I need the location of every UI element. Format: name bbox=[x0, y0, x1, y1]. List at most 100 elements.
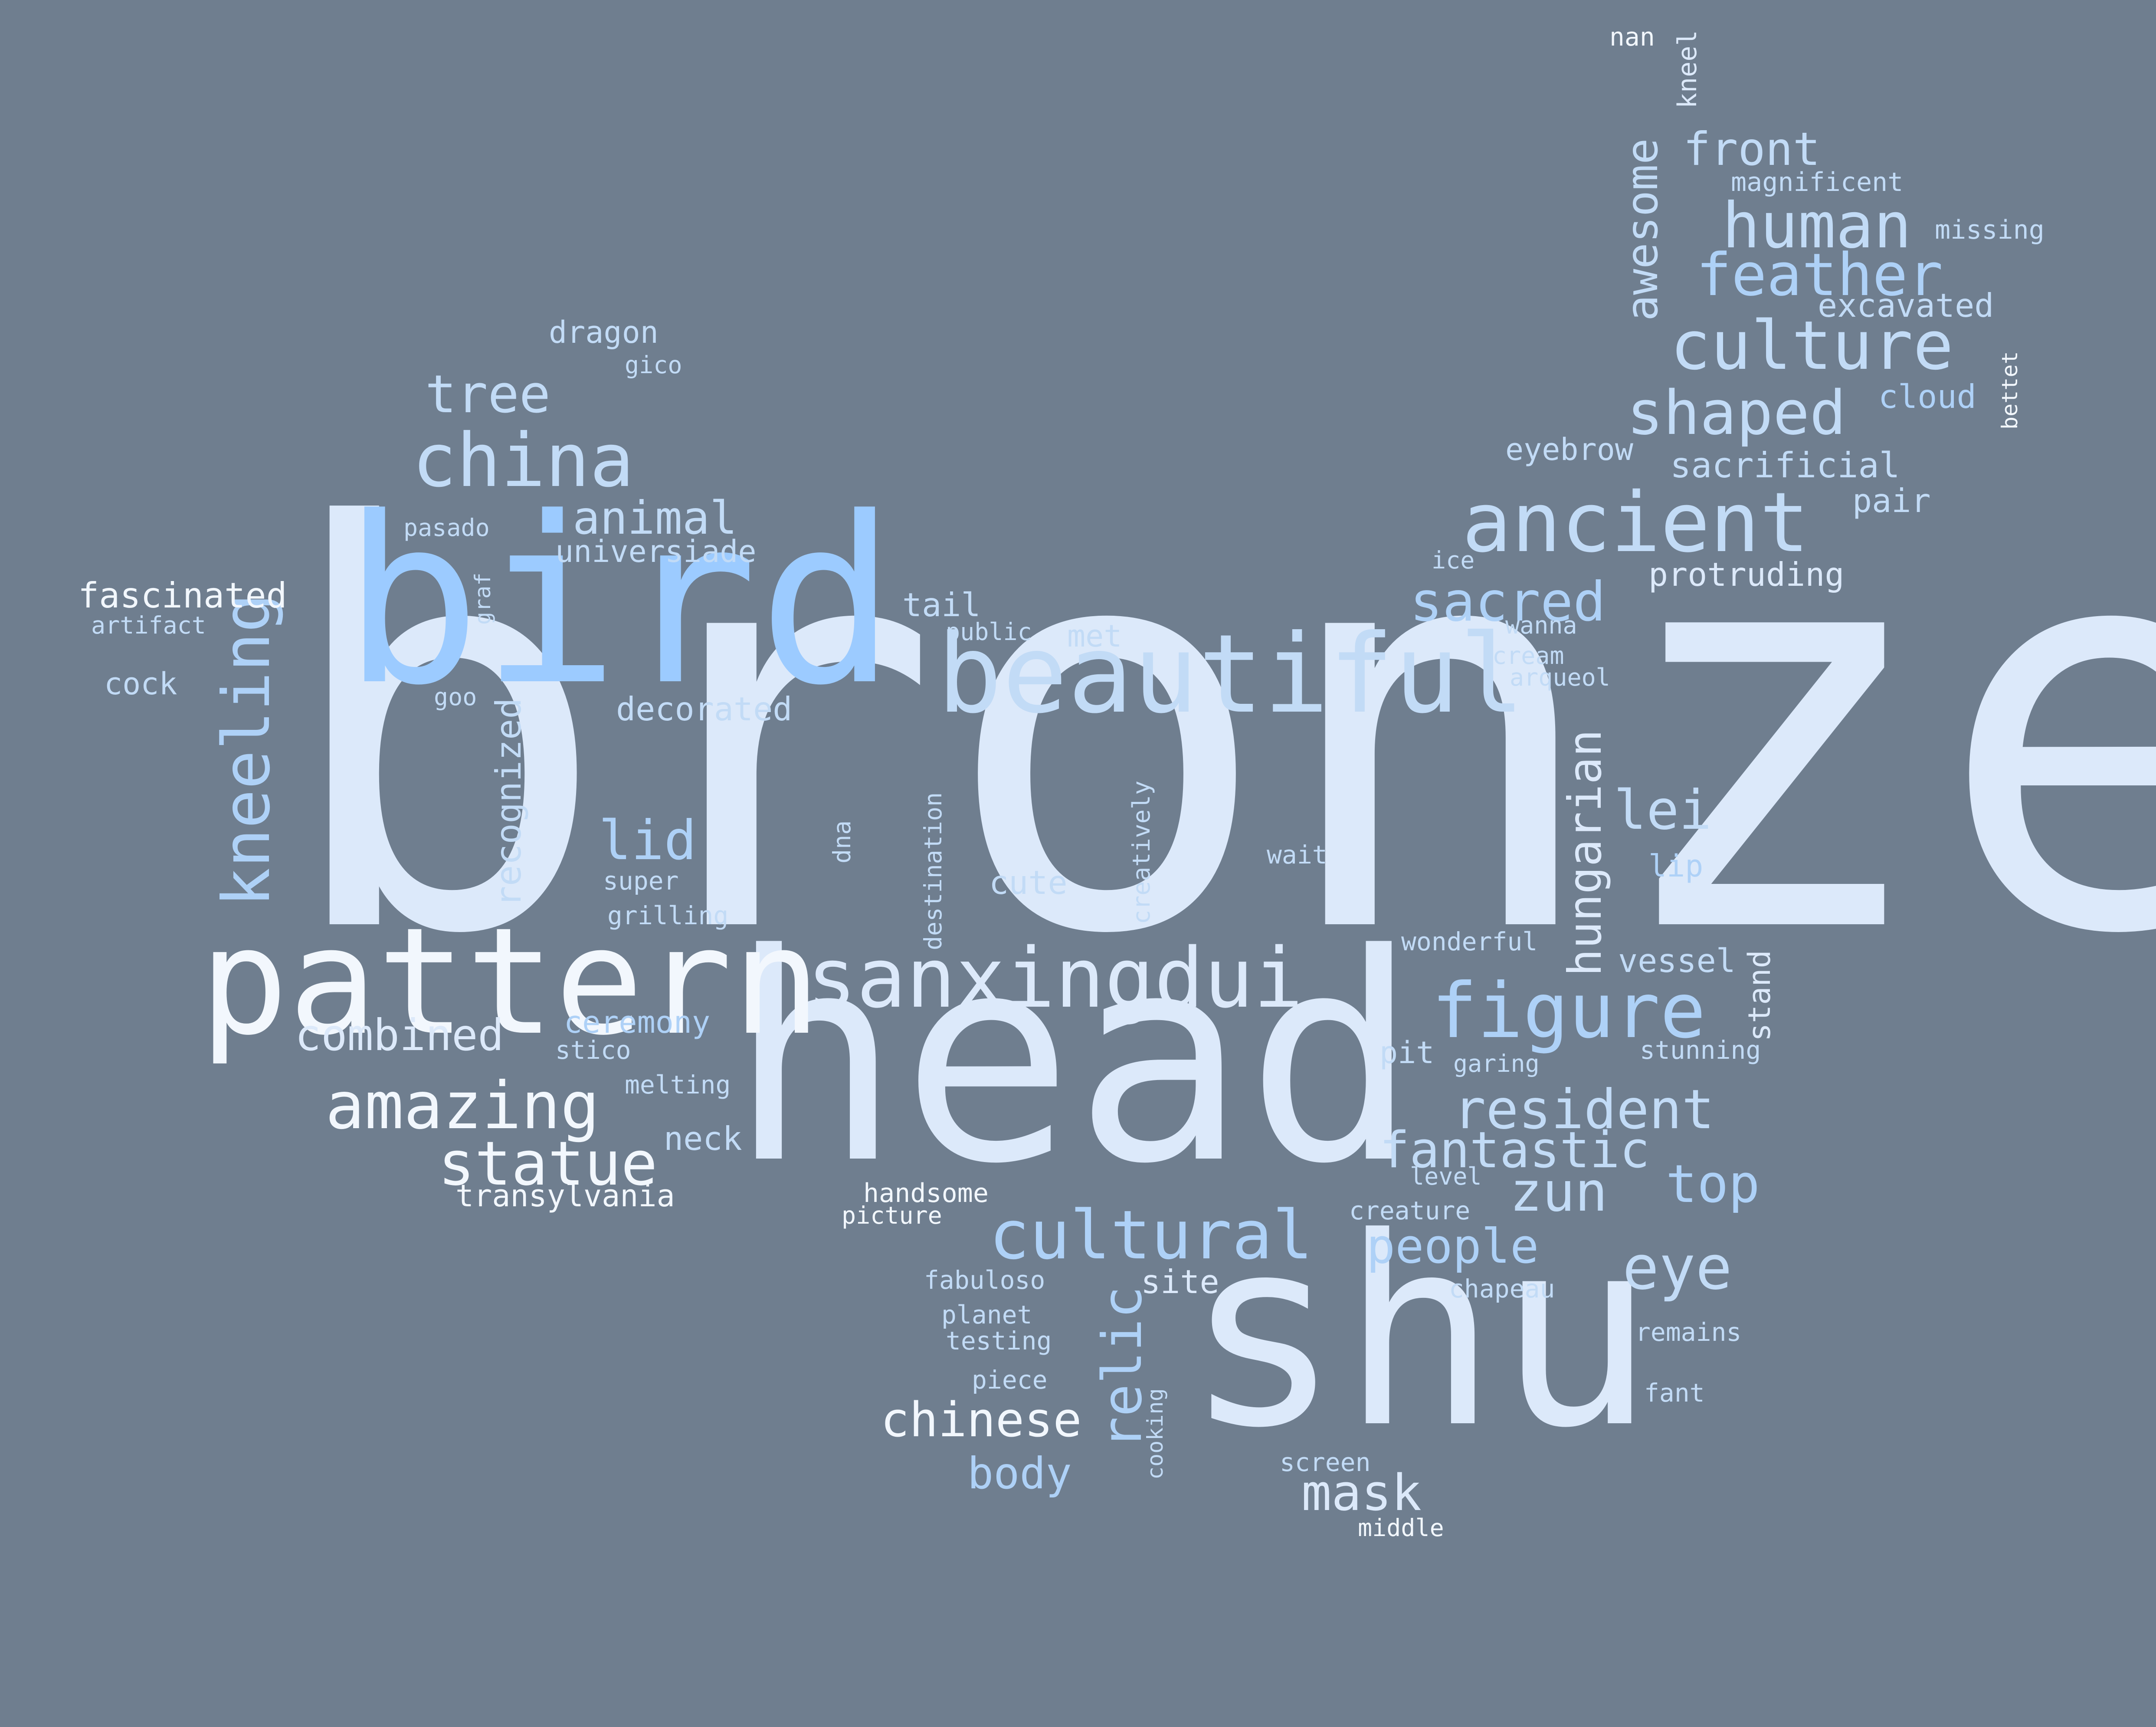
word-lid: lid bbox=[599, 809, 697, 872]
word-wonderful: wonderful bbox=[1401, 927, 1537, 956]
word-china: china bbox=[412, 418, 634, 504]
word-feather: feather bbox=[1696, 241, 1943, 309]
word-dna: dna bbox=[828, 821, 856, 864]
word-cream: cream bbox=[1492, 642, 1564, 670]
word-planet: planet bbox=[941, 1300, 1032, 1330]
word-arqueol: arqueol bbox=[1510, 663, 1610, 691]
word-cute: cute bbox=[989, 864, 1068, 902]
word-bronze: bronze bbox=[278, 413, 2156, 1054]
word-wanna: wanna bbox=[1505, 611, 1577, 639]
word-shu: shu bbox=[1184, 1182, 1655, 1485]
word-wait: wait bbox=[1267, 840, 1327, 870]
word-pair: pair bbox=[1852, 482, 1931, 520]
word-bird: bird bbox=[343, 468, 896, 735]
word-eye: eye bbox=[1622, 1233, 1732, 1303]
word-tree: tree bbox=[425, 364, 550, 425]
word-sanxingdui: sanxingdui bbox=[807, 930, 1303, 1026]
word-stico: stico bbox=[555, 1035, 631, 1065]
word-fascinated: fascinated bbox=[78, 575, 287, 616]
word-beautiful: beautiful bbox=[937, 611, 1525, 737]
word-bettet: bettet bbox=[1997, 351, 2022, 430]
word-relic: relic bbox=[1091, 1286, 1154, 1449]
word-remains: remains bbox=[1635, 1317, 1741, 1347]
word-testing: testing bbox=[946, 1326, 1052, 1356]
word-fantastic: fantastic bbox=[1379, 1121, 1650, 1179]
word-artifact: artifact bbox=[91, 611, 206, 639]
word-sacred: sacred bbox=[1410, 571, 1606, 634]
word-stunning: stunning bbox=[1640, 1035, 1761, 1065]
word-ice: ice bbox=[1432, 546, 1474, 574]
word-nan: nan bbox=[1609, 22, 1655, 52]
word-fant: fant bbox=[1644, 1378, 1705, 1408]
word-top: top bbox=[1666, 1154, 1760, 1215]
word-excavated: excavated bbox=[1818, 286, 1994, 325]
word-pit: pit bbox=[1379, 1035, 1434, 1070]
word-screen: screen bbox=[1280, 1448, 1371, 1477]
word-people: people bbox=[1366, 1218, 1539, 1274]
word-cloud: cloud bbox=[1878, 378, 1976, 416]
word-transylvania: transylvania bbox=[455, 1178, 675, 1214]
word-dragon: dragon bbox=[549, 315, 659, 350]
word-mask: mask bbox=[1301, 1464, 1422, 1522]
word-picture: picture bbox=[842, 1202, 942, 1229]
word-creature: creature bbox=[1349, 1196, 1470, 1225]
word-lip: lip bbox=[1648, 848, 1703, 884]
word-chinese: chinese bbox=[881, 1392, 1082, 1448]
word-protruding: protruding bbox=[1648, 555, 1845, 594]
word-destination: destination bbox=[919, 792, 947, 950]
word-human: human bbox=[1722, 189, 1912, 263]
word-awesome: awesome bbox=[1617, 138, 1668, 321]
word-kneeling: kneeling bbox=[209, 594, 285, 907]
word-magnificent: magnificent bbox=[1731, 167, 1903, 197]
word-ceremony: ceremony bbox=[564, 1005, 710, 1040]
word-pattern: pattern bbox=[200, 896, 821, 1068]
word-chapeau: chapeau bbox=[1449, 1274, 1555, 1303]
word-hungarian: hungarian bbox=[1559, 729, 1612, 976]
word-piece: piece bbox=[972, 1365, 1048, 1395]
word-handsome: handsome bbox=[863, 1178, 989, 1208]
word-garing: garing bbox=[1453, 1050, 1540, 1077]
word-vessel: vessel bbox=[1618, 942, 1736, 980]
word-recognized: recognized bbox=[488, 698, 529, 907]
word-neck: neck bbox=[664, 1120, 742, 1158]
word-melting: melting bbox=[625, 1070, 731, 1100]
word-resident: resident bbox=[1453, 1078, 1714, 1141]
word-cultural: cultural bbox=[989, 1196, 1313, 1274]
word-body: body bbox=[967, 1448, 1072, 1499]
word-missing: missing bbox=[1935, 215, 2045, 245]
word-sacrificial: sacrificial bbox=[1670, 445, 1900, 486]
word-zun: zun bbox=[1510, 1161, 1608, 1224]
word-stand: stand bbox=[1742, 950, 1777, 1041]
word-kneel: kneel bbox=[1672, 30, 1703, 108]
word-amazing: amazing bbox=[325, 1068, 600, 1144]
word-culture: culture bbox=[1670, 306, 1953, 385]
word-lei: lei bbox=[1614, 779, 1712, 842]
word-decorated: decorated bbox=[616, 690, 792, 728]
word-statue: statue bbox=[438, 1129, 658, 1199]
word-goo: goo bbox=[434, 683, 477, 711]
word-fabuloso: fabuloso bbox=[924, 1265, 1045, 1295]
word-front: front bbox=[1683, 123, 1820, 176]
word-level: level bbox=[1410, 1162, 1482, 1190]
word-graf: graf bbox=[470, 573, 495, 625]
word-animal: animal bbox=[573, 492, 737, 545]
word-gico: gico bbox=[625, 351, 682, 379]
word-eyebrow: eyebrow bbox=[1505, 432, 1634, 467]
word-grilling: grilling bbox=[607, 901, 728, 930]
word-ancient: ancient bbox=[1462, 475, 1809, 571]
word-universiade: universiade bbox=[555, 534, 757, 569]
word-met: met bbox=[1067, 618, 1122, 654]
word-shaped: shaped bbox=[1627, 378, 1846, 449]
word-cock: cock bbox=[104, 666, 177, 702]
word-cooking: cooking bbox=[1143, 1388, 1168, 1480]
word-tail: tail bbox=[902, 586, 981, 624]
word-head: head bbox=[729, 893, 1418, 1226]
word-pasado: pasado bbox=[403, 514, 490, 542]
word-creatively: creatively bbox=[1127, 781, 1155, 924]
word-combined: combined bbox=[295, 1010, 504, 1060]
word-public: public bbox=[946, 618, 1032, 646]
